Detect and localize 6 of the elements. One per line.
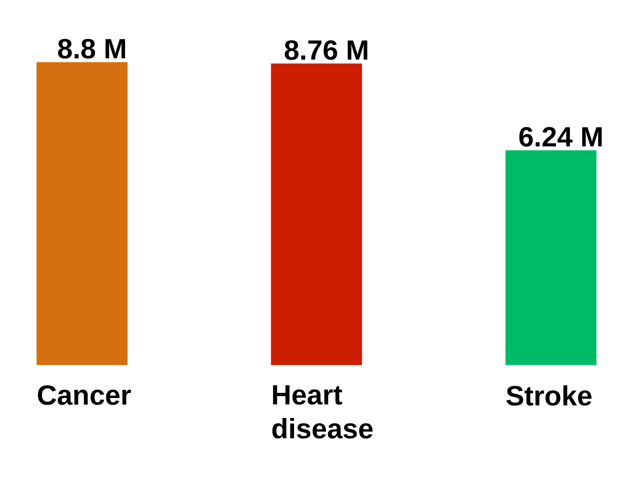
x-tick-label: Heart disease [272, 385, 373, 439]
data-label: 8.76 M [284, 40, 368, 60]
x-tick-label: Cancer [38, 385, 131, 405]
data-label: 8.8 M [58, 38, 126, 59]
x-tick-label: Stroke [506, 385, 592, 406]
data-label: 6.24 M [519, 126, 602, 147]
